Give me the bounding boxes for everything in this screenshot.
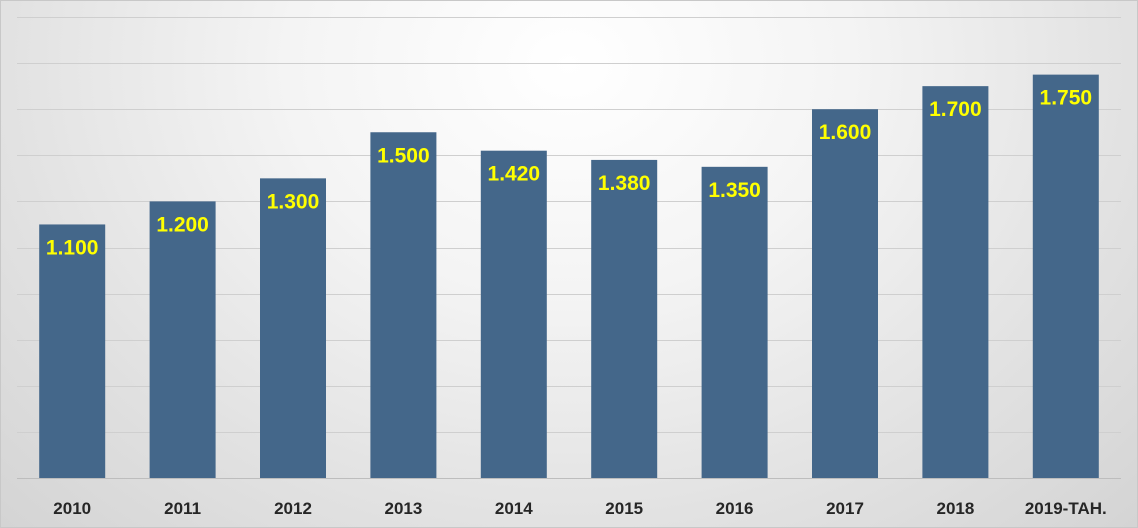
data-label: 1.750: [1040, 87, 1093, 110]
x-tick-label: 2012: [274, 499, 312, 518]
data-label: 1.500: [377, 144, 430, 167]
x-axis-tick-labels: 2010 2011 2012 2013 2014 2015 2016 2017 2018 2019…: [53, 499, 1106, 518]
bar-2015: [591, 159, 658, 478]
bar-2012: [260, 178, 326, 478]
bar-2014: [480, 150, 547, 478]
data-label: 1.380: [598, 172, 651, 195]
x-tick-label: 2015: [605, 499, 643, 518]
x-tick-label: 2018: [936, 499, 974, 518]
bar-2013: [370, 132, 437, 478]
x-tick-label: 2011: [164, 499, 201, 518]
data-label: 1.100: [46, 236, 99, 259]
x-tick-label: 2010: [53, 499, 91, 518]
bar-2018: [922, 86, 989, 479]
data-label: 1.200: [156, 213, 209, 236]
data-label: 1.700: [929, 98, 982, 121]
x-tick-label: 2013: [384, 499, 422, 518]
x-tick-label: 2017: [826, 499, 864, 518]
data-labels: 1.100 1.200 1.300 1.500 1.420 1.380 1.350 1.600…: [46, 87, 1092, 260]
bar-2011: [149, 201, 216, 478]
bar-2019-tah: [1032, 74, 1099, 478]
data-label: 1.300: [267, 190, 320, 213]
x-tick-label: 2016: [716, 499, 754, 518]
bar-2010: [39, 224, 106, 478]
x-tick-label: 2014: [495, 499, 533, 518]
bar-2016: [701, 166, 768, 478]
data-label: 1.420: [488, 163, 541, 186]
data-label: 1.350: [708, 179, 761, 202]
x-tick-label: 2019-TAH.: [1025, 499, 1107, 518]
bars: [39, 74, 1099, 479]
bar-2017: [812, 109, 878, 478]
data-label: 1.600: [819, 121, 872, 144]
